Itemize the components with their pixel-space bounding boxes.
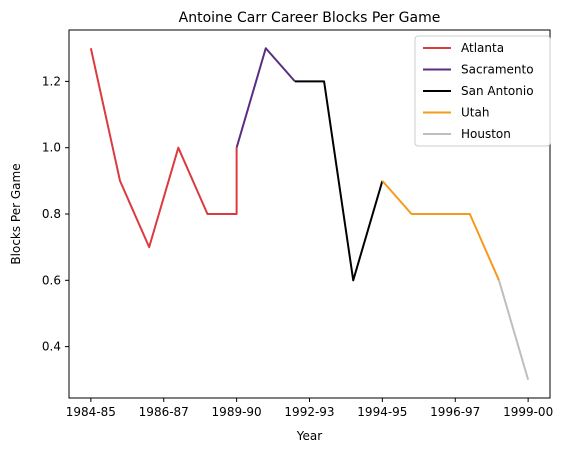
- x-tick-label: 1984-85: [66, 405, 116, 419]
- y-axis: 0.4 0.6 0.8 1.0 1.2: [42, 74, 69, 354]
- chart-title: Antoine Carr Career Blocks Per Game: [179, 10, 441, 26]
- legend-label: Utah: [461, 106, 489, 120]
- legend-label: San Antonio: [461, 84, 534, 98]
- x-tick-label: 1989-90: [212, 405, 262, 419]
- series-line-houston: [498, 280, 530, 381]
- y-tick-label: 0.8: [42, 207, 61, 221]
- legend-label: Houston: [461, 127, 511, 141]
- series-line-atlanta: [89, 48, 238, 249]
- x-tick-label: 1999-00: [503, 405, 553, 419]
- y-tick-label: 0.6: [42, 273, 61, 287]
- y-tick-label: 1.0: [42, 141, 61, 155]
- legend-box: [414, 35, 551, 147]
- x-tick-label: 1996-97: [430, 405, 480, 419]
- series-line-san-antonio: [294, 80, 384, 282]
- series-line-sacramento: [235, 47, 296, 148]
- x-tick-label: 1994-95: [357, 405, 407, 419]
- x-axis-label: Year: [296, 429, 322, 443]
- x-axis: 1984-85 1986-87 1989-90 1992-93 1994-95 1996-…: [66, 398, 553, 419]
- x-tick-label: 1992-93: [284, 405, 334, 419]
- legend: Atlanta Sacramento San Antonio Utah Houston: [414, 35, 551, 147]
- y-tick-label: 0.4: [42, 340, 61, 354]
- legend-label: Sacramento: [461, 63, 534, 77]
- series-layer: [89, 47, 530, 381]
- y-tick-label: 1.2: [42, 74, 61, 88]
- legend-label: Atlanta: [461, 41, 504, 55]
- x-tick-label: 1986-87: [139, 405, 189, 419]
- y-axis-label: Blocks Per Game: [9, 163, 23, 264]
- series-line-utah: [381, 180, 500, 281]
